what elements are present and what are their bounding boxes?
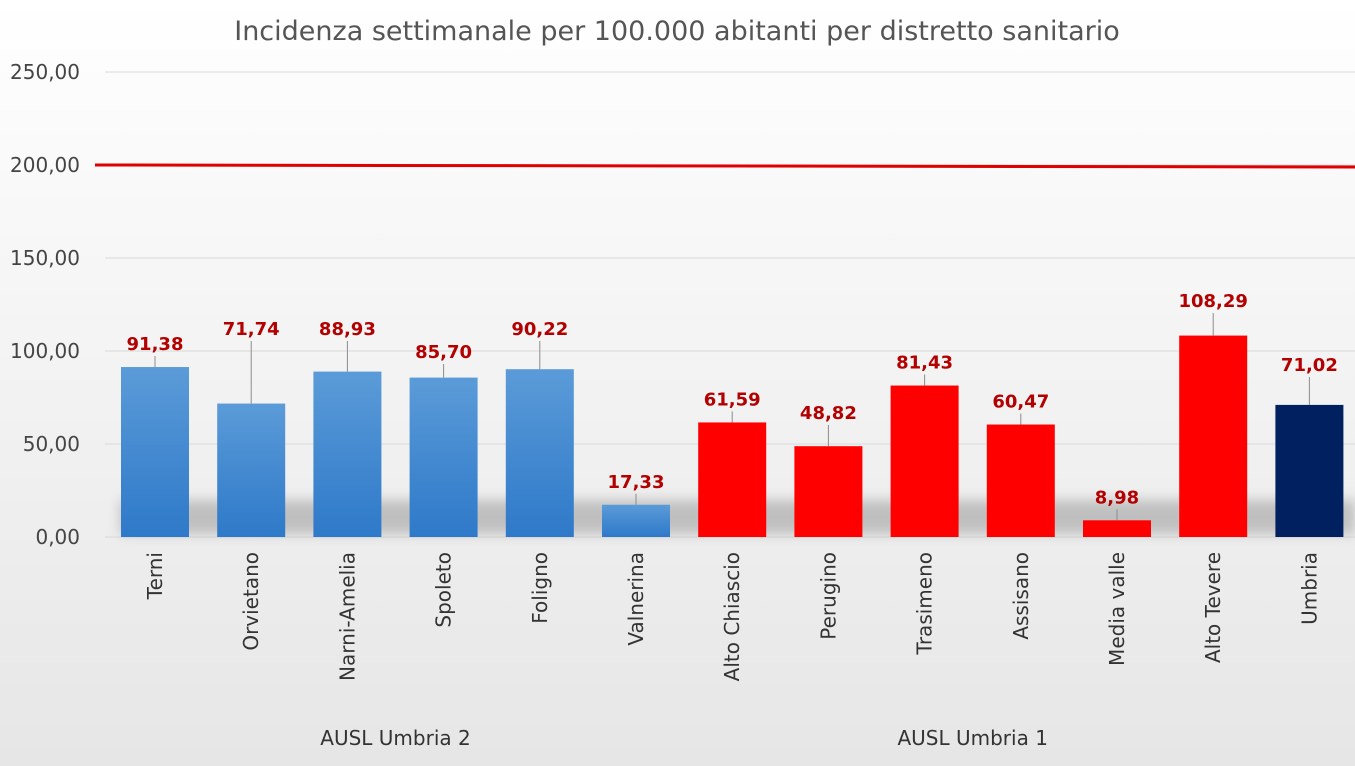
x-tick-label: Spoleto xyxy=(432,552,456,628)
data-label: 17,33 xyxy=(608,472,665,493)
y-tick-label: 50,00 xyxy=(23,432,80,456)
y-tick-label: 0,00 xyxy=(35,525,80,549)
bar xyxy=(121,367,189,537)
data-label: 71,02 xyxy=(1281,355,1338,376)
x-tick-label: Trasimeno xyxy=(913,552,937,655)
bar xyxy=(986,424,1055,537)
x-tick-label: Terni xyxy=(143,552,167,600)
y-tick-label: 150,00 xyxy=(10,246,80,270)
x-tick-label: Alto Chiascio xyxy=(720,552,744,681)
x-tick-label: Perugino xyxy=(816,552,840,640)
chart-title: Incidenza settimanale per 100.000 abitan… xyxy=(234,16,1120,47)
bar xyxy=(409,377,478,537)
group-label: AUSL Umbria 1 xyxy=(897,726,1047,750)
data-label: 61,59 xyxy=(704,389,761,410)
data-label: 85,70 xyxy=(415,342,472,363)
bar xyxy=(1179,335,1248,537)
x-tick-label: Orvietano xyxy=(239,552,263,651)
bar xyxy=(698,422,767,537)
x-tick-label: Valnerina xyxy=(624,552,648,646)
data-label: 8,98 xyxy=(1095,487,1139,508)
y-tick-label: 200,00 xyxy=(10,153,80,177)
bar xyxy=(794,446,863,537)
x-tick-label: Assisano xyxy=(1009,552,1033,640)
x-tick-label: Alto Tevere xyxy=(1201,552,1225,663)
data-label: 48,82 xyxy=(800,403,857,424)
bar xyxy=(313,371,382,537)
bar xyxy=(602,504,670,537)
x-tick-label: Narni-Amelia xyxy=(335,552,359,681)
bar xyxy=(217,403,286,537)
y-tick-label: 100,00 xyxy=(10,339,80,363)
reference-line xyxy=(94,163,1355,169)
x-tick-label: Media valle xyxy=(1105,552,1129,666)
data-label: 60,47 xyxy=(992,392,1049,413)
y-tick-label: 250,00 xyxy=(10,60,80,84)
x-tick-label: Foligno xyxy=(528,552,552,624)
data-label: 81,43 xyxy=(896,353,953,374)
x-tick-label: Umbria xyxy=(1297,552,1321,625)
data-label: 88,93 xyxy=(319,319,376,340)
bar xyxy=(890,385,959,537)
bar xyxy=(1083,520,1151,537)
data-label: 71,74 xyxy=(223,319,280,340)
data-label: 90,22 xyxy=(511,319,568,340)
bar xyxy=(1275,404,1344,537)
group-label: AUSL Umbria 2 xyxy=(320,726,470,750)
bar xyxy=(505,369,574,537)
data-label: 91,38 xyxy=(127,334,184,355)
data-label: 108,29 xyxy=(1178,291,1247,312)
